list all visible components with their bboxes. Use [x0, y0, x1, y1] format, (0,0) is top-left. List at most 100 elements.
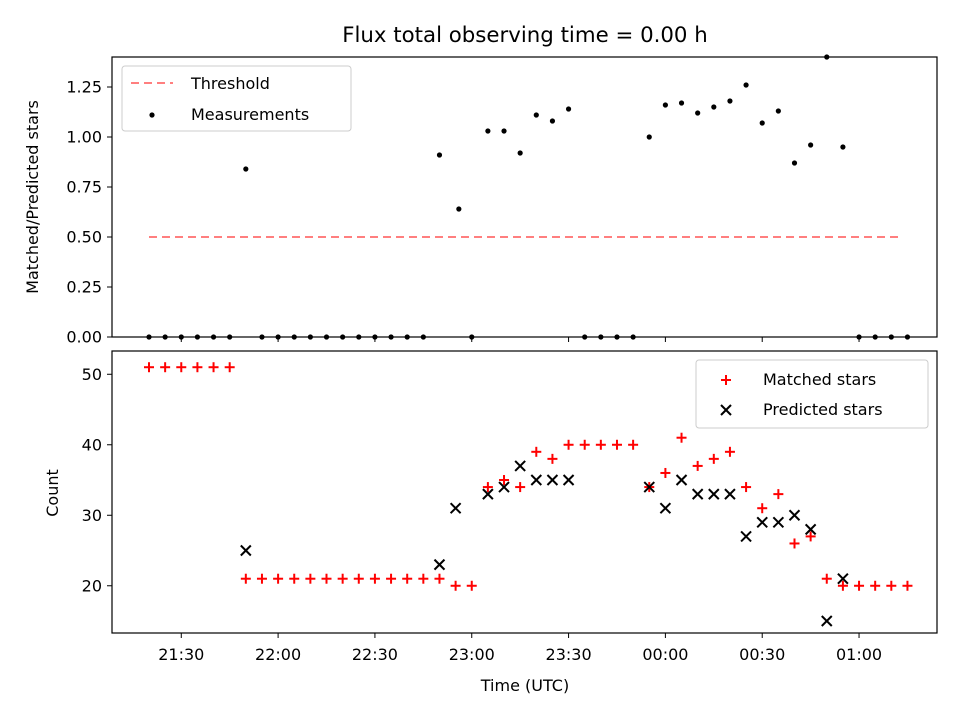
- predicted-star-point: [837, 573, 849, 585]
- measurement-point: [662, 102, 668, 108]
- matched-star-point: [499, 475, 510, 486]
- predicted-star-point: [433, 558, 446, 571]
- predicted-star-point: [772, 516, 785, 529]
- matched-star-point: [208, 362, 219, 373]
- measurement-point: [759, 120, 765, 126]
- matched-star-point: [611, 439, 622, 450]
- measurement-point: [243, 166, 249, 172]
- bottom-x-ticks: 21:30 22:00 22:30 23:00 23:30 00:00 00:30 01:00: [158, 633, 882, 664]
- measurement-point: [808, 142, 814, 148]
- matched-star-point: [256, 573, 267, 584]
- measurement-point: [791, 160, 798, 166]
- x-tick-label: 22:00: [255, 645, 301, 664]
- predicted-star-point: [482, 488, 494, 500]
- measurement-point: [501, 128, 507, 134]
- matched-star-point: [353, 573, 364, 584]
- measurement-point: [456, 206, 462, 212]
- matched-star-point: [273, 573, 284, 584]
- top-y-tick-label: 1.00: [66, 128, 102, 147]
- predicted-star-point: [788, 509, 801, 521]
- matched-star-point: [660, 467, 671, 478]
- predicted-x-b: [837, 573, 849, 585]
- predicted-x-b: [788, 509, 801, 521]
- measurement-point: [533, 112, 539, 118]
- legend-predicted-label: Predicted stars: [763, 400, 883, 419]
- matched-star-point: [402, 573, 413, 584]
- bottom-legend-box: [695, 359, 929, 429]
- matched-star-point: [547, 453, 558, 464]
- predicted-x-b: [482, 488, 494, 500]
- bottom-y-tick-label: 30: [82, 506, 102, 525]
- bottom-plot-frame: [111, 350, 938, 634]
- x-tick-label: 00:00: [642, 645, 688, 664]
- predicted-x-b: [821, 615, 833, 627]
- matched-star-point: [418, 573, 429, 584]
- bottom-y-ticks: 20 30 40 50: [82, 365, 112, 595]
- predicted-star-point: [514, 460, 526, 472]
- predicted-x-b: [433, 558, 446, 571]
- matched-star-point: [289, 573, 300, 584]
- predicted-x-b: [804, 523, 817, 536]
- predicted-x-b: [530, 474, 543, 486]
- matched-star-point: [482, 482, 493, 493]
- predicted-star-point: [562, 474, 575, 486]
- predicted-x-b: [643, 481, 655, 493]
- predicted-star-point: [449, 502, 462, 514]
- matched-star-point: [321, 573, 332, 584]
- matched-star-point: [902, 580, 913, 591]
- bottom-y-tick-label: 20: [82, 576, 102, 595]
- top-chart-title: Flux total observing time = 0.00 h: [342, 23, 708, 48]
- measurement-point: [517, 150, 523, 156]
- x-tick-label: 23:00: [449, 645, 495, 664]
- matched-star-point: [466, 580, 477, 591]
- predicted-star-point: [756, 516, 768, 529]
- measurement-point: [840, 144, 846, 150]
- x-tick-label: 00:30: [739, 645, 785, 664]
- measurement-point: [695, 110, 701, 116]
- matched-star-point: [870, 580, 881, 591]
- top-legend: Threshold Measurements: [121, 65, 352, 132]
- bottom-plot-marks: [144, 362, 913, 627]
- measurement-point: [436, 152, 443, 158]
- legend-matched-label: Matched stars: [763, 370, 876, 389]
- predicted-x-b: [514, 460, 526, 472]
- top-y-tick-label: 0.75: [66, 178, 102, 197]
- predicted-star-point: [530, 474, 543, 486]
- matched-star-point: [369, 573, 380, 584]
- matched-star-point: [337, 573, 348, 584]
- predicted-star-point: [240, 544, 252, 557]
- matched-star-point: [692, 460, 703, 471]
- predicted-x-b: [546, 474, 559, 486]
- top-y-axis-label: Matched/Predicted stars: [23, 100, 42, 294]
- matched-star-point: [192, 362, 203, 373]
- matched-star-point: [821, 573, 832, 584]
- legend-measurements-swatch: [149, 112, 155, 118]
- bottom-y-axis-label: Count: [43, 469, 62, 517]
- predicted-x-b: [708, 488, 720, 500]
- matched-star-point: [515, 482, 526, 493]
- predicted-star-point: [740, 530, 752, 543]
- matched-star-point: [854, 580, 865, 591]
- predicted-star-point: [659, 502, 672, 514]
- matched-star-point: [773, 489, 784, 500]
- matched-star-point: [240, 573, 251, 584]
- matched-star-point: [531, 446, 542, 457]
- predicted-x-b: [498, 481, 510, 493]
- matched-star-point: [789, 538, 800, 549]
- measurement-point: [743, 82, 749, 88]
- top-plot-marks: [146, 54, 911, 340]
- matched-star-point: [741, 482, 752, 493]
- matched-star-point: [434, 573, 445, 584]
- matched-star-point: [579, 439, 590, 450]
- top-legend-box: [121, 65, 352, 132]
- matched-star-point: [176, 362, 187, 373]
- matched-star-point: [144, 362, 154, 373]
- top-y-ticks: 0.00 0.25 0.50 0.75 1.00 1.25: [66, 78, 112, 347]
- x-tick-label: 23:30: [546, 645, 592, 664]
- x-tick-label: 21:30: [158, 645, 204, 664]
- matched-star-point: [386, 573, 397, 584]
- matched-star-point: [563, 439, 574, 450]
- matched-star-point: [628, 439, 639, 450]
- predicted-x-b: [724, 488, 736, 500]
- predicted-star-point: [821, 615, 833, 627]
